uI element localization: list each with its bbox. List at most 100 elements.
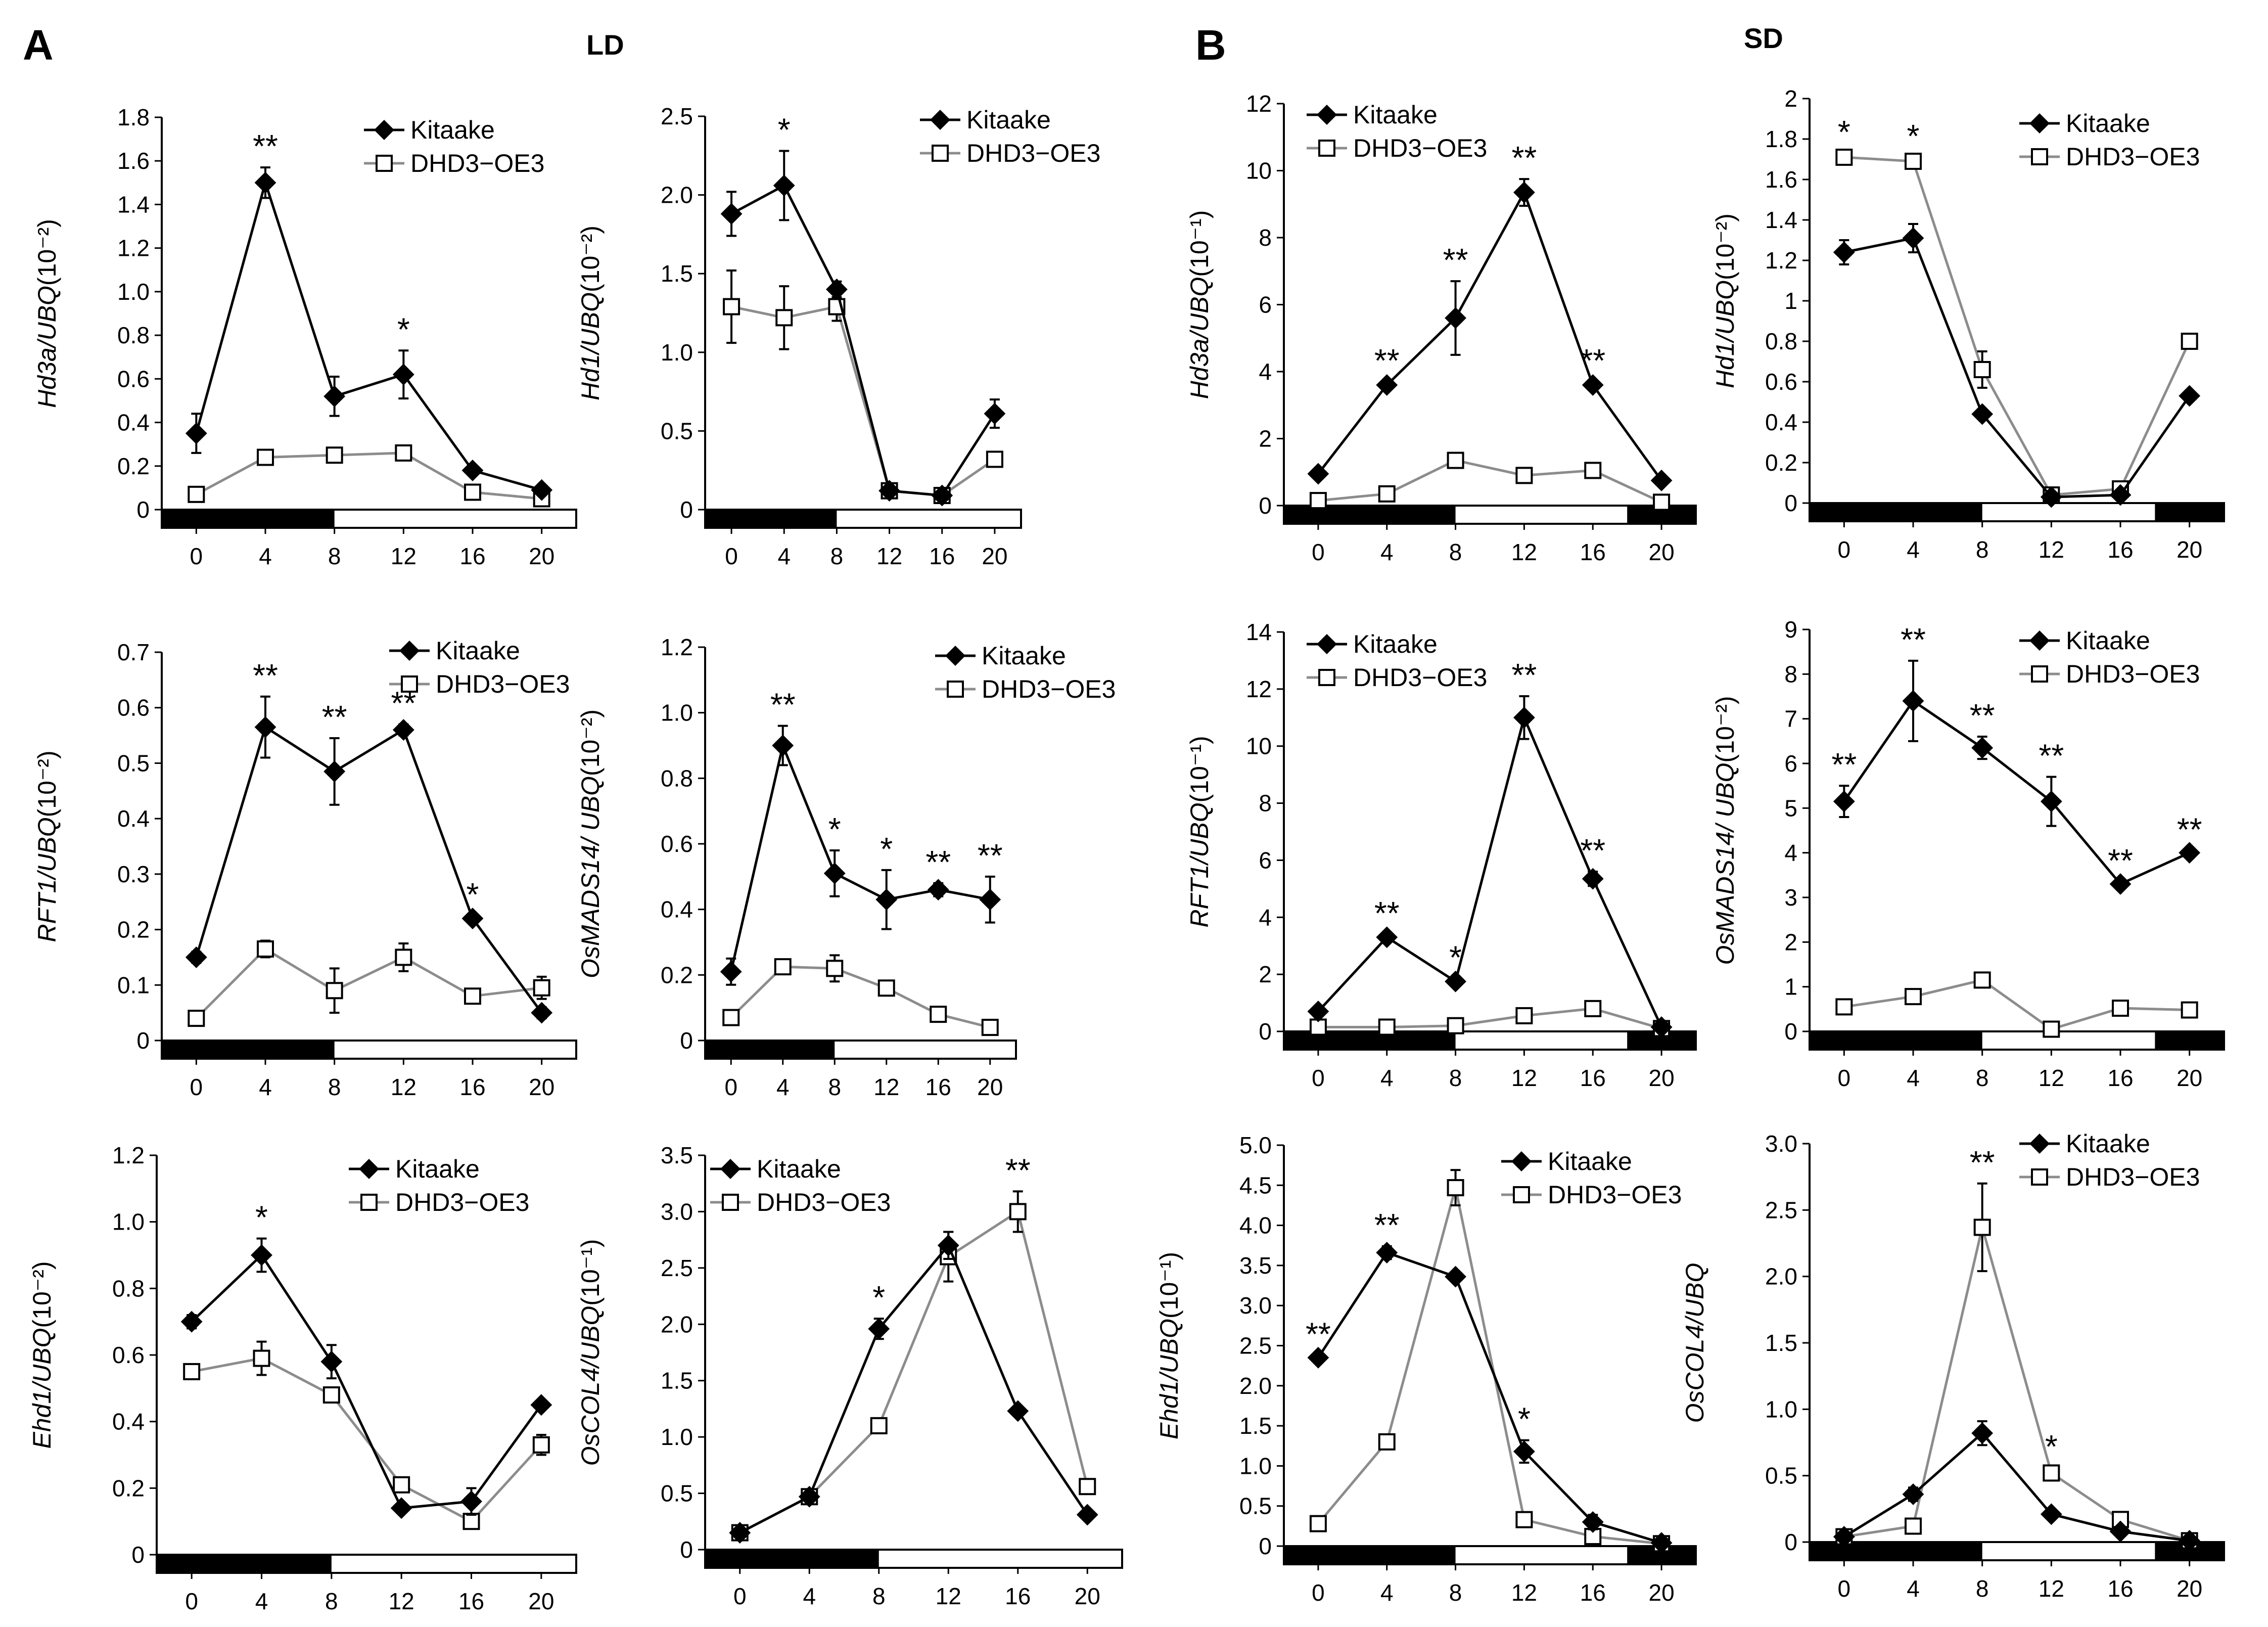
y-tick-label: 2 <box>1784 929 1797 955</box>
series-line <box>195 947 542 1019</box>
data-point-dhd3-oe3 <box>464 987 481 1005</box>
y-axis-reference: UBQ <box>1711 762 1739 817</box>
y-axis-gene: Hd3a/ <box>33 338 61 408</box>
significance-marker: ** <box>322 699 347 735</box>
y-tick-label: 2 <box>1784 85 1797 112</box>
x-tick-label: 4 <box>1380 1065 1394 1091</box>
data-point-dhd3-oe3 <box>1378 1433 1396 1451</box>
y-tick-label: 0 <box>1784 1018 1797 1045</box>
series-line <box>1843 978 2190 1031</box>
y-tick-label: 1.0 <box>117 279 150 305</box>
series-line <box>1317 189 1663 481</box>
y-tick-label: 0.1 <box>117 972 150 998</box>
data-point-kitaake <box>1513 182 1535 203</box>
significance-marker: ** <box>1512 140 1537 176</box>
data-point-kitaake <box>254 716 276 738</box>
dark-period-segment <box>1284 1546 1456 1564</box>
significance-marker: * <box>1838 114 1850 150</box>
y-tick-label: 3.5 <box>1239 1252 1272 1279</box>
data-point-dhd3-oe3 <box>1378 1018 1396 1036</box>
light-dark-bar <box>1809 502 2225 522</box>
x-tick-label: 8 <box>1976 536 1989 563</box>
light-dark-bar <box>161 509 577 529</box>
y-tick-label: 4.0 <box>1239 1212 1272 1239</box>
series-line <box>739 1243 1089 1534</box>
dark-period-segment <box>705 510 837 528</box>
significance-marker: ** <box>2108 842 2133 879</box>
data-point-dhd3-oe3 <box>1447 1179 1464 1197</box>
legend-label-kitaake: Kitaake <box>410 116 495 144</box>
y-tick-label: 2 <box>1259 426 1272 452</box>
y-tick-label: 0 <box>136 1027 150 1054</box>
significance-marker: * <box>2045 1428 2058 1465</box>
series-line <box>1843 237 2191 499</box>
series-kitaake <box>1833 659 2201 895</box>
y-axis-gene: OsCOL4/ <box>1681 1315 1709 1423</box>
y-tick-label: 6 <box>1259 847 1272 873</box>
y-axis-title: Hd1/UBQ(10⁻²) <box>1711 213 1739 388</box>
data-point-dhd3-oe3 <box>1584 462 1602 479</box>
y-axis-gene: Hd1/ <box>1711 332 1739 388</box>
y-tick-label: 0 <box>1259 1533 1272 1559</box>
data-point-kitaake <box>2040 486 2062 508</box>
legend-marker-kitaake <box>2029 630 2050 651</box>
data-point-dhd3-oe3 <box>464 483 481 501</box>
y-tick-label: 3.0 <box>661 1198 693 1225</box>
legend-label-kitaake: Kitaake <box>1353 630 1438 658</box>
dark-period-segment <box>2155 503 2224 521</box>
legend: Kitaake DHD3−OE3 <box>364 116 544 177</box>
significance-marker: ** <box>1580 832 1605 869</box>
data-point-dhd3-oe3 <box>533 979 550 997</box>
series-line <box>739 1209 1089 1534</box>
data-point-dhd3-oe3 <box>826 960 844 977</box>
significance-marker: * <box>467 876 479 913</box>
data-point-kitaake <box>1445 307 1466 329</box>
light-dark-bar <box>704 1040 1017 1060</box>
data-point-dhd3-oe3 <box>326 446 343 464</box>
data-point-kitaake <box>1307 1346 1329 1369</box>
data-point-kitaake <box>392 719 414 741</box>
x-tick-label: 0 <box>185 1588 198 1614</box>
y-tick-label: 0.5 <box>1765 1463 1797 1489</box>
significance-marker: ** <box>1306 1316 1331 1352</box>
y-tick-label: 0 <box>1259 492 1272 519</box>
data-point-kitaake <box>531 479 553 501</box>
legend-label-dhd3-oe3: DHD3−OE3 <box>2066 143 2200 171</box>
y-tick-label: 0.2 <box>661 962 693 988</box>
legend-label-dhd3-oe3: DHD3−OE3 <box>1548 1181 1682 1209</box>
series-line <box>730 965 991 1029</box>
series-line <box>1317 1187 1662 1545</box>
chart-a1: 0 0.2 0.4 0.6 0.8 1.0 1.2 1.4 1.6 1.8 0 4 8 12 16 20 Hd3… <box>33 104 577 569</box>
significance-marker: ** <box>925 844 951 880</box>
x-tick-label: 8 <box>325 1588 338 1614</box>
legend-marker-dhd3-oe3 <box>1318 669 1335 686</box>
x-tick-label: 0 <box>724 1074 737 1100</box>
y-tick-label: 14 <box>1246 619 1272 645</box>
x-tick-label: 12 <box>1511 539 1537 565</box>
significance-marker: * <box>1907 118 1920 154</box>
y-axis-reference: UBQ <box>576 292 605 347</box>
series-kitaake <box>1307 1242 1673 1554</box>
x-tick-label: 8 <box>872 1583 886 1609</box>
y-axis-title: OsCOL4/UBQ <box>1681 1263 1709 1423</box>
y-tick-label: 1.0 <box>661 339 693 366</box>
x-tick-label: 4 <box>259 1074 272 1100</box>
x-tick-label: 0 <box>1838 1065 1851 1091</box>
significance-marker: * <box>1518 1401 1531 1437</box>
charts-container: 00.20.40.60.81.01.21.41.61.80 4 8 12 16 20Hd3… <box>28 85 2225 1614</box>
dark-period-segment <box>157 1555 332 1573</box>
data-point-kitaake <box>937 1234 959 1256</box>
x-tick-label: 0 <box>1838 1575 1851 1602</box>
y-tick-label: 0.7 <box>117 639 150 665</box>
panel-b-condition-label: SD <box>1744 22 1783 54</box>
series-kitaake <box>729 1231 1098 1544</box>
data-point-dhd3-oe3 <box>930 1006 947 1023</box>
significance-marker: ** <box>253 657 278 694</box>
light-dark-bar <box>1809 1030 2225 1051</box>
y-tick-label: 1.0 <box>661 1424 693 1450</box>
legend-marker-dhd3-oe3 <box>2031 1168 2048 1186</box>
legend-label-dhd3-oe3: DHD3−OE3 <box>982 675 1116 703</box>
series-line <box>1844 156 2191 496</box>
y-tick-label: 1.4 <box>117 191 150 217</box>
